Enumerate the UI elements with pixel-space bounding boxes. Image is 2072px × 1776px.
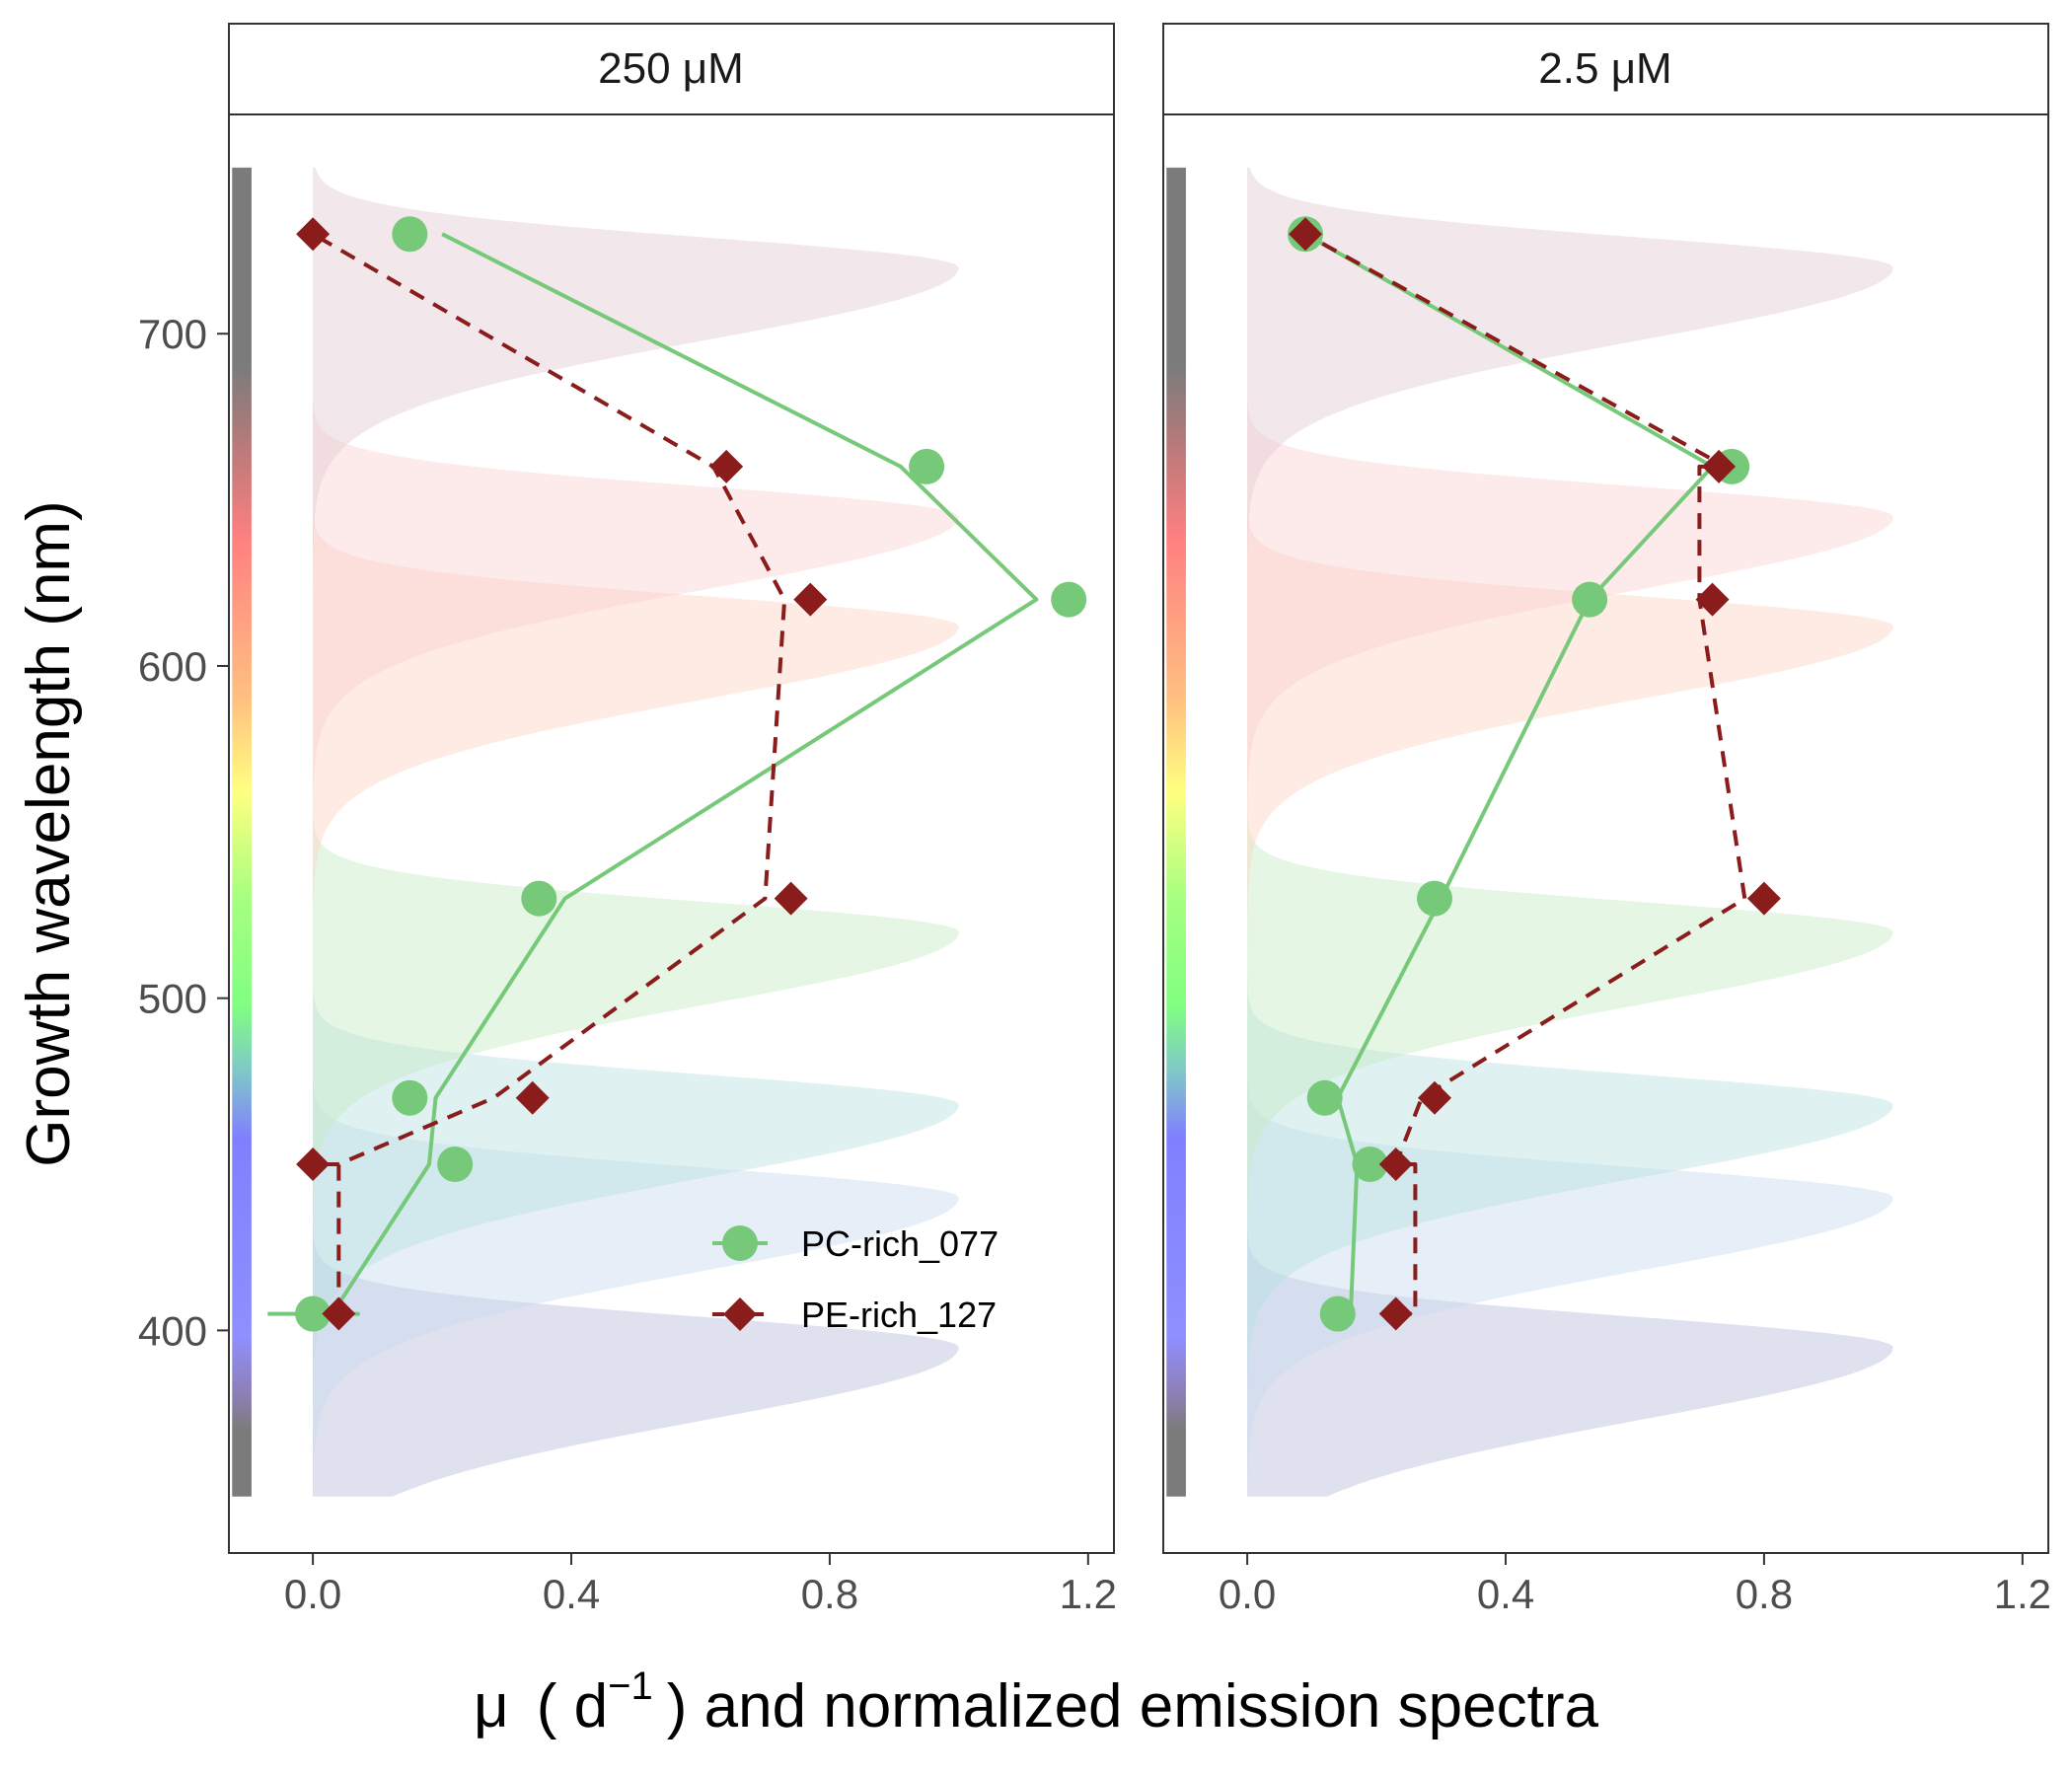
point-1-2 bbox=[515, 1080, 550, 1115]
legend-label-1: PE-rich_127 bbox=[801, 1295, 997, 1335]
x-axis-title-rest: ) and normalized emission spectra bbox=[667, 1672, 1599, 1740]
x-tick-label: 0.8 bbox=[801, 1571, 858, 1617]
x-tick-label: 0.4 bbox=[543, 1571, 600, 1617]
point-0-3 bbox=[1416, 880, 1452, 917]
point-0-3 bbox=[521, 880, 557, 917]
emission-spectrum-0 bbox=[1247, 167, 1893, 1497]
x-tick-label: 0.8 bbox=[1736, 1571, 1793, 1617]
point-1-1 bbox=[296, 1147, 331, 1182]
point-0-2 bbox=[1306, 1079, 1343, 1116]
x-axis-title-exponent: −1 bbox=[608, 1665, 653, 1708]
y-tick-label: 700 bbox=[138, 311, 207, 357]
point-0-4 bbox=[1051, 581, 1087, 618]
point-0-0 bbox=[1319, 1295, 1356, 1332]
point-1-1 bbox=[1378, 1147, 1413, 1182]
emission-spectrum-5 bbox=[313, 167, 959, 1497]
y-tick-label: 400 bbox=[138, 1307, 207, 1354]
x-tick-label: 0.4 bbox=[1477, 1571, 1534, 1617]
plot-area bbox=[1166, 167, 1893, 1497]
strip-box bbox=[228, 23, 1115, 115]
x-tick-label: 0.0 bbox=[284, 1571, 341, 1617]
legend: PC-rich_077 PE-rich_127 bbox=[712, 1223, 999, 1335]
point-1-6 bbox=[1289, 217, 1323, 252]
point-0-1 bbox=[437, 1147, 474, 1183]
legend-marker-1 bbox=[723, 1297, 757, 1331]
point-1-3 bbox=[774, 881, 808, 916]
x-axis: 0.0 0.4 0.8 1.2 bbox=[1219, 1553, 2051, 1617]
legend-label-0: PC-rich_077 bbox=[801, 1223, 999, 1264]
wavelength-color-bar bbox=[1166, 167, 1186, 1497]
point-1-6 bbox=[296, 217, 331, 252]
series-line-1 bbox=[311, 232, 787, 1314]
x-tick-label: 0.0 bbox=[1219, 1571, 1276, 1617]
point-1-4 bbox=[793, 582, 828, 617]
point-0-0 bbox=[295, 1295, 332, 1332]
panel-250uM: 250 μM 0.0 0.4 0.8 1.2 400 500 600 700 PC-rich… bbox=[138, 23, 1117, 1617]
point-1-5 bbox=[709, 449, 744, 483]
emission-spectrum-1 bbox=[313, 167, 959, 1497]
y-axis-title: Growth wavelength (nm) bbox=[15, 500, 83, 1166]
strip-label: 2.5 μM bbox=[1538, 44, 1671, 93]
point-0-6 bbox=[392, 216, 428, 253]
panel-border bbox=[1162, 113, 2049, 1554]
panel-border bbox=[228, 113, 1115, 1554]
point-0-5 bbox=[909, 448, 945, 484]
emission-spectrum-0 bbox=[313, 167, 959, 1497]
wavelength-color-bar bbox=[232, 167, 252, 1497]
x-axis: 0.0 0.4 0.8 1.2 bbox=[284, 1553, 1117, 1617]
point-1-2 bbox=[1417, 1080, 1451, 1115]
emission-spectrum-5 bbox=[1247, 167, 1893, 1497]
point-1-3 bbox=[1746, 881, 1781, 916]
y-tick-label: 600 bbox=[138, 643, 207, 690]
plot-area bbox=[232, 167, 1087, 1497]
x-axis-title-unit: ( d bbox=[537, 1672, 608, 1740]
x-tick-label: 1.2 bbox=[1994, 1571, 2051, 1617]
y-axis: 400 500 600 700 bbox=[138, 311, 229, 1354]
emission-spectrum-6 bbox=[313, 167, 959, 1497]
x-axis-title-mu: μ bbox=[474, 1672, 509, 1740]
point-1-4 bbox=[1695, 582, 1730, 617]
series-line-1 bbox=[1304, 232, 1747, 1316]
emission-spectrum-6 bbox=[1247, 167, 1893, 1497]
legend-marker-0 bbox=[722, 1225, 758, 1261]
x-tick-label: 1.2 bbox=[1060, 1571, 1117, 1617]
point-0-1 bbox=[1352, 1147, 1388, 1183]
point-0-4 bbox=[1572, 581, 1608, 618]
point-1-0 bbox=[1378, 1296, 1413, 1331]
emission-spectrum-2 bbox=[313, 167, 959, 1497]
panel-2.5uM: 2.5 μM 0.0 0.4 0.8 1.2 bbox=[1162, 23, 2051, 1617]
point-0-2 bbox=[392, 1079, 428, 1116]
y-tick-label: 500 bbox=[138, 976, 207, 1022]
strip-box bbox=[1162, 23, 2049, 115]
point-1-5 bbox=[1702, 449, 1737, 483]
point-1-0 bbox=[322, 1296, 356, 1331]
x-axis-title: μ ( d−1 ) and normalized emission spectra bbox=[474, 1665, 1598, 1740]
strip-label: 250 μM bbox=[598, 44, 744, 93]
